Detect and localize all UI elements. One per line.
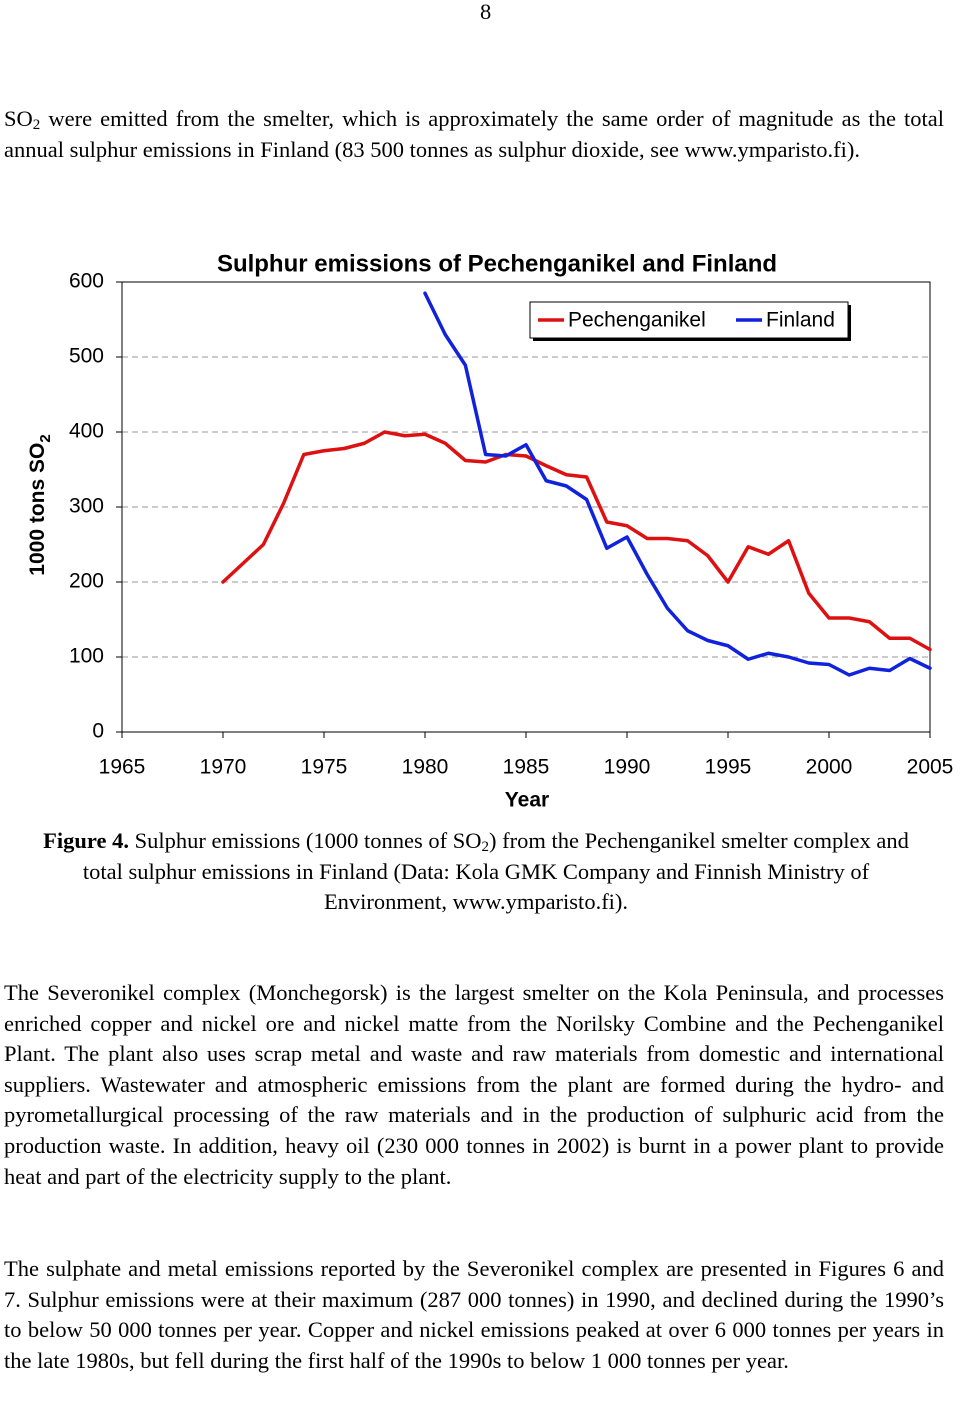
y-tick-label: 300 [69,495,104,518]
text: SO [4,106,33,131]
legend-label: Finland [766,309,835,332]
page-number: 8 [480,0,492,24]
x-tick-label: 1965 [99,756,146,779]
caption-label: Figure 4. [43,828,129,853]
y-axis-label: 1000 tons SO2 [26,434,55,575]
subscript: 2 [481,839,489,855]
x-tick-label: 1995 [705,756,752,779]
intro-paragraph: SO2 were emitted from the smelter, which… [4,104,944,165]
text: ) from the Pechenganikel smelter complex… [82,828,909,915]
x-tick-label: 1975 [301,756,348,779]
paragraph: The sulphate and metal emissions reporte… [4,1256,944,1373]
x-tick-label: 1985 [503,756,550,779]
caption: Figure 4. Sulphur emissions (1000 tonnes… [36,826,916,918]
x-axis-label: Year [505,789,549,812]
y-tick-label: 0 [92,720,104,743]
y-tick-label: 100 [69,645,104,668]
y-tick-label: 200 [69,570,104,593]
x-tick-label: 1990 [604,756,651,779]
paragraph: The Severonikel complex (Monchegorsk) is… [4,980,944,1189]
x-tick-label: 2000 [806,756,853,779]
y-tick-label: 500 [69,345,104,368]
chart: 0 100 200 300 400 500 600 1965 1970 1975 1980 1985 1… [26,250,954,812]
data-line [423,291,932,677]
text: Sulphur emissions (1000 tonnes of SO [128,828,482,853]
subscript: 2 [32,117,41,133]
x-tick-label: 1980 [402,756,449,779]
y-tick-label: 400 [69,420,104,443]
legend-label: Pechenganikel [568,309,706,332]
text: 1000 tons SO [26,443,49,576]
chart-title: Sulphur emissions of Pechenganikel and F… [217,250,777,277]
subscript: 2 [37,434,54,442]
y-tick-label: 600 [69,270,104,293]
text: were emitted from the smelter, which is … [4,106,944,162]
data-line [221,430,932,652]
legend [529,301,849,339]
x-tick-label: 1970 [200,756,247,779]
x-tick-label: 2005 [907,756,954,779]
